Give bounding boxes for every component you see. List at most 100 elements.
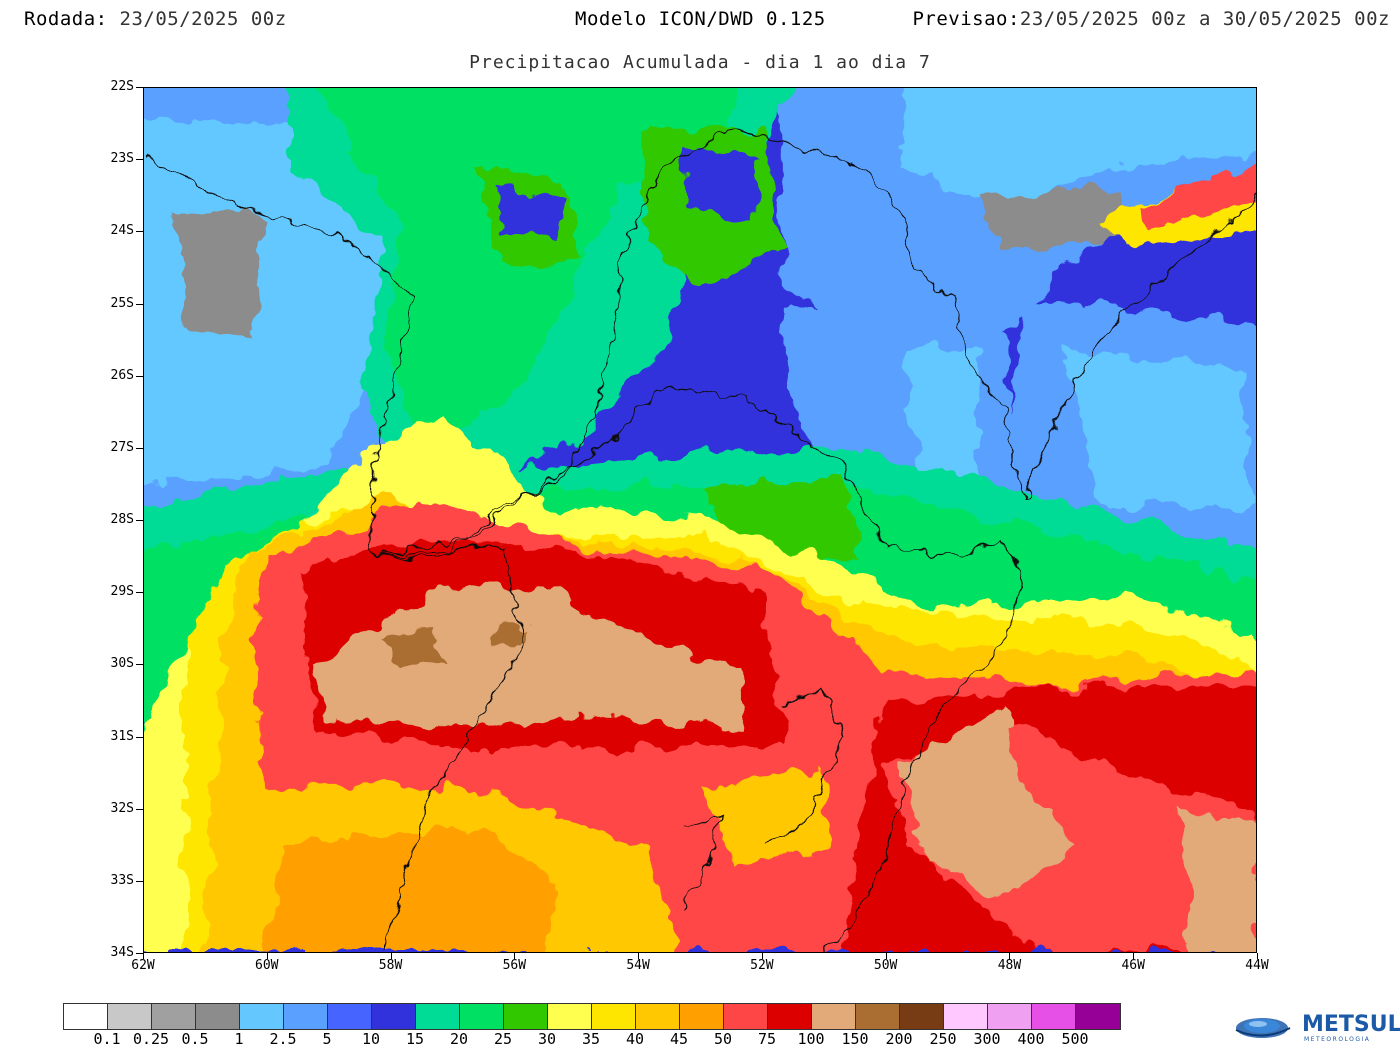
legend-label: 40 xyxy=(625,1030,645,1048)
lat-tick-label: 28S xyxy=(110,512,134,527)
field-ne-red xyxy=(1142,158,1256,228)
field-nblob-blue2 xyxy=(683,147,763,218)
lat-tick-mark xyxy=(136,664,143,666)
lon-tick-label: 50W xyxy=(873,958,898,973)
legend-swatch xyxy=(1032,1004,1076,1029)
lon-tick-label: 58W xyxy=(378,958,403,973)
legend-swatch xyxy=(108,1004,152,1029)
legend-swatch xyxy=(812,1004,856,1029)
legend-swatch xyxy=(284,1004,328,1029)
legend-label: 500 xyxy=(1061,1030,1089,1048)
legend-swatch xyxy=(548,1004,592,1029)
metsul-logo-sub: METEOROLOGIA xyxy=(1304,1036,1371,1043)
legend-swatch xyxy=(944,1004,988,1029)
lon-tick-mark xyxy=(514,953,516,959)
lon-tick-mark xyxy=(390,953,392,959)
legend-swatch xyxy=(196,1004,240,1029)
legend-label: 30 xyxy=(537,1030,557,1048)
legend-label: 50 xyxy=(713,1030,733,1048)
field-north-green xyxy=(316,88,738,448)
rodada-value: 23/05/2025 00z xyxy=(119,8,287,30)
lat-tick-mark xyxy=(136,520,143,521)
lon-tick-mark xyxy=(761,953,763,959)
legend-label: 5 xyxy=(322,1030,332,1048)
lat-tick-mark xyxy=(136,953,143,954)
lon-tick-mark xyxy=(638,953,640,959)
legend-label: 250 xyxy=(929,1030,957,1048)
legend-label: 0.25 xyxy=(132,1030,170,1048)
legend-swatch xyxy=(900,1004,944,1029)
lat-tick-label: 24S xyxy=(110,223,134,239)
coastline-east xyxy=(1021,197,1256,498)
lon-tick-mark xyxy=(885,953,887,959)
field-east-cyan xyxy=(1062,347,1253,508)
lat-tick-label: 33S xyxy=(110,872,134,888)
lon-tick-label: 56W xyxy=(502,958,527,973)
lagoon-patos xyxy=(762,685,844,847)
lat-tick-label: 25S xyxy=(110,295,134,311)
legend-swatch xyxy=(416,1004,460,1029)
border-line-north xyxy=(144,127,1024,558)
lon-tick-label: 44W xyxy=(1245,958,1269,973)
border-line-uruguay xyxy=(373,546,524,952)
legend-label: 20 xyxy=(449,1030,469,1048)
legend-swatch xyxy=(240,1004,284,1029)
legend-swatch xyxy=(856,1004,900,1029)
lat-tick-mark xyxy=(136,736,143,738)
legend-swatch xyxy=(460,1004,504,1029)
legend-label: 25 xyxy=(493,1030,513,1048)
lon-tick-mark xyxy=(1133,953,1135,959)
lat-tick-mark xyxy=(136,159,143,161)
legend-label: 45 xyxy=(669,1030,689,1048)
lat-tick-mark xyxy=(136,87,143,88)
field-sw-orange xyxy=(263,826,564,952)
field-coast-amber xyxy=(702,766,833,867)
legend-swatch xyxy=(1076,1004,1120,1029)
lon-tick-label: 54W xyxy=(626,958,650,973)
field-tan-west xyxy=(313,586,743,727)
lat-tick-mark xyxy=(136,880,143,882)
precip-fields xyxy=(144,88,1256,952)
legend-swatch xyxy=(636,1004,680,1029)
field-ne-cyan xyxy=(902,88,1256,208)
lon-tick-label: 62W xyxy=(131,958,155,973)
legend-swatch xyxy=(768,1004,812,1029)
legend-label: 2.5 xyxy=(269,1030,297,1048)
lat-tick-label: 34S xyxy=(110,945,134,960)
lon-tick-mark xyxy=(143,953,144,959)
legend-label: 1 xyxy=(234,1030,244,1048)
rodada-header: Rodada: 23/05/2025 00z xyxy=(24,8,287,30)
lat-tick-label: 30S xyxy=(110,656,134,672)
model-title: Modelo ICON/DWD 0.125 xyxy=(575,8,826,30)
map-canvas xyxy=(144,88,1256,952)
color-legend xyxy=(63,1003,1121,1030)
legend-swatch xyxy=(680,1004,724,1029)
field-brown-2 xyxy=(493,626,534,647)
lon-tick-mark xyxy=(1009,953,1011,959)
previsao-value: 23/05/2025 00z a 30/05/2025 00z xyxy=(1019,8,1390,30)
lat-tick-mark xyxy=(136,808,143,810)
globe-icon xyxy=(1235,1018,1291,1038)
legend-swatch xyxy=(372,1004,416,1029)
lat-tick-mark xyxy=(136,231,143,233)
lon-tick-mark xyxy=(1257,953,1258,959)
previsao-label: Previsao: xyxy=(912,8,1020,30)
legend-label: 300 xyxy=(973,1030,1001,1048)
legend-label: 35 xyxy=(581,1030,601,1048)
legend-swatch xyxy=(152,1004,196,1029)
legend-swatch xyxy=(592,1004,636,1029)
field-west-grey xyxy=(173,207,264,338)
lon-tick-label: 46W xyxy=(1121,958,1145,973)
legend-label: 0.1 xyxy=(93,1030,121,1048)
legend-label: 400 xyxy=(1017,1030,1045,1048)
legend-swatch xyxy=(328,1004,372,1029)
map-subtitle: Precipitacao Acumulada - dia 1 ao dia 7 xyxy=(469,52,931,73)
legend-swatch xyxy=(504,1004,548,1029)
lat-tick-label: 22S xyxy=(110,79,134,94)
field-brown-1 xyxy=(383,626,444,667)
border-line-south xyxy=(373,386,1024,952)
precipitation-map xyxy=(143,87,1257,953)
lat-tick-label: 32S xyxy=(110,800,134,816)
legend-label: 10 xyxy=(361,1030,381,1048)
lat-tick-label: 23S xyxy=(110,151,134,167)
